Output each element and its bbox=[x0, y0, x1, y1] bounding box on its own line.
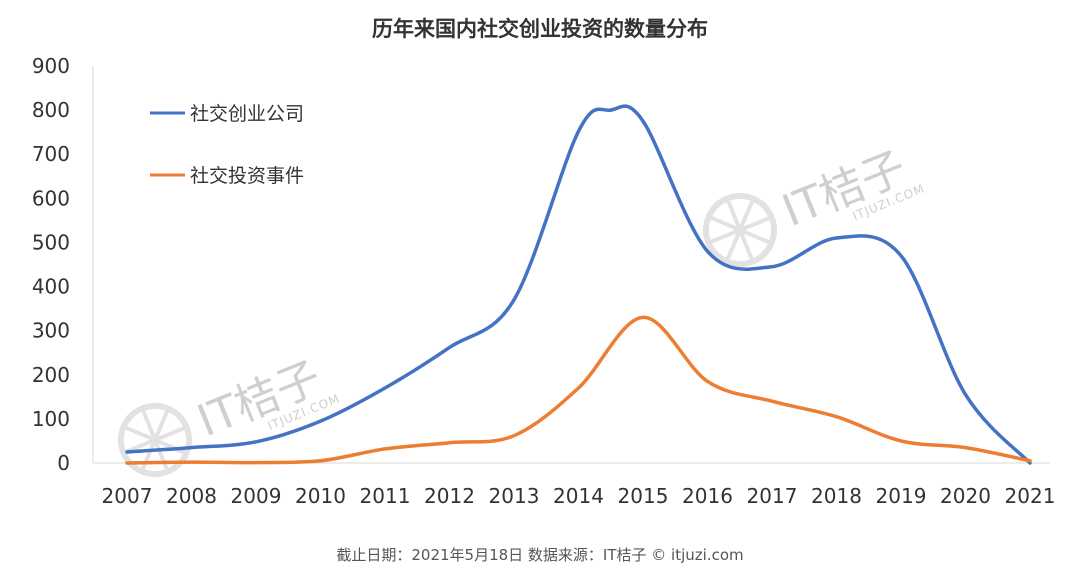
y-tick-label: 700 bbox=[32, 142, 70, 166]
y-tick-label: 900 bbox=[32, 54, 70, 78]
series-line-investments bbox=[125, 315, 1032, 465]
series-lines bbox=[125, 104, 1032, 465]
y-tick-label: 600 bbox=[32, 186, 70, 210]
y-tick-label: 0 bbox=[57, 451, 70, 475]
x-tick-label: 2018 bbox=[811, 484, 862, 508]
x-tick-label: 2014 bbox=[553, 484, 604, 508]
x-tick-label: 2021 bbox=[1005, 484, 1056, 508]
y-tick-label: 300 bbox=[32, 319, 70, 343]
legend-label-startups: 社交创业公司 bbox=[190, 103, 304, 125]
x-tick-label: 2016 bbox=[682, 484, 733, 508]
x-tick-label: 2007 bbox=[102, 484, 153, 508]
watermark-logo-top: IT桔子 ITJUZI.COM bbox=[703, 142, 927, 267]
source-note: 截止日期：2021年5月18日 数据来源：IT桔子 © itjuzi.com bbox=[336, 546, 743, 564]
watermark-text-bottom: IT桔子 bbox=[191, 352, 329, 447]
legend: 社交创业公司 社交投资事件 bbox=[150, 103, 304, 187]
x-tick-label: 2009 bbox=[231, 484, 282, 508]
x-tick-label: 2008 bbox=[166, 484, 217, 508]
series-line-startups bbox=[125, 104, 1032, 465]
x-tick-label: 2020 bbox=[940, 484, 991, 508]
y-tick-label: 500 bbox=[32, 230, 70, 254]
x-tick-label: 2015 bbox=[618, 484, 669, 508]
x-tick-label: 2013 bbox=[489, 484, 540, 508]
x-tick-label: 2019 bbox=[876, 484, 927, 508]
chart-title: 历年来国内社交创业投资的数量分布 bbox=[372, 17, 708, 41]
y-tick-label: 200 bbox=[32, 363, 70, 387]
legend-label-investments: 社交投资事件 bbox=[190, 165, 304, 187]
watermark-logo-bottom: IT桔子 ITJUZI.COM bbox=[118, 352, 342, 477]
x-tick-label: 2017 bbox=[747, 484, 798, 508]
x-tick-label: 2010 bbox=[295, 484, 346, 508]
x-axis-ticks: 2007 2008 2009 2010 2011 2012 2013 2014 2015 2016… bbox=[102, 484, 1056, 508]
x-tick-label: 2011 bbox=[360, 484, 411, 508]
y-tick-label: 800 bbox=[32, 98, 70, 122]
y-axis-ticks: 0 100 200 300 400 500 600 700 800 900 bbox=[32, 54, 70, 475]
y-tick-label: 400 bbox=[32, 275, 70, 299]
watermark-text-top: IT桔子 bbox=[776, 142, 914, 237]
x-tick-label: 2012 bbox=[424, 484, 475, 508]
y-tick-label: 100 bbox=[32, 407, 70, 431]
